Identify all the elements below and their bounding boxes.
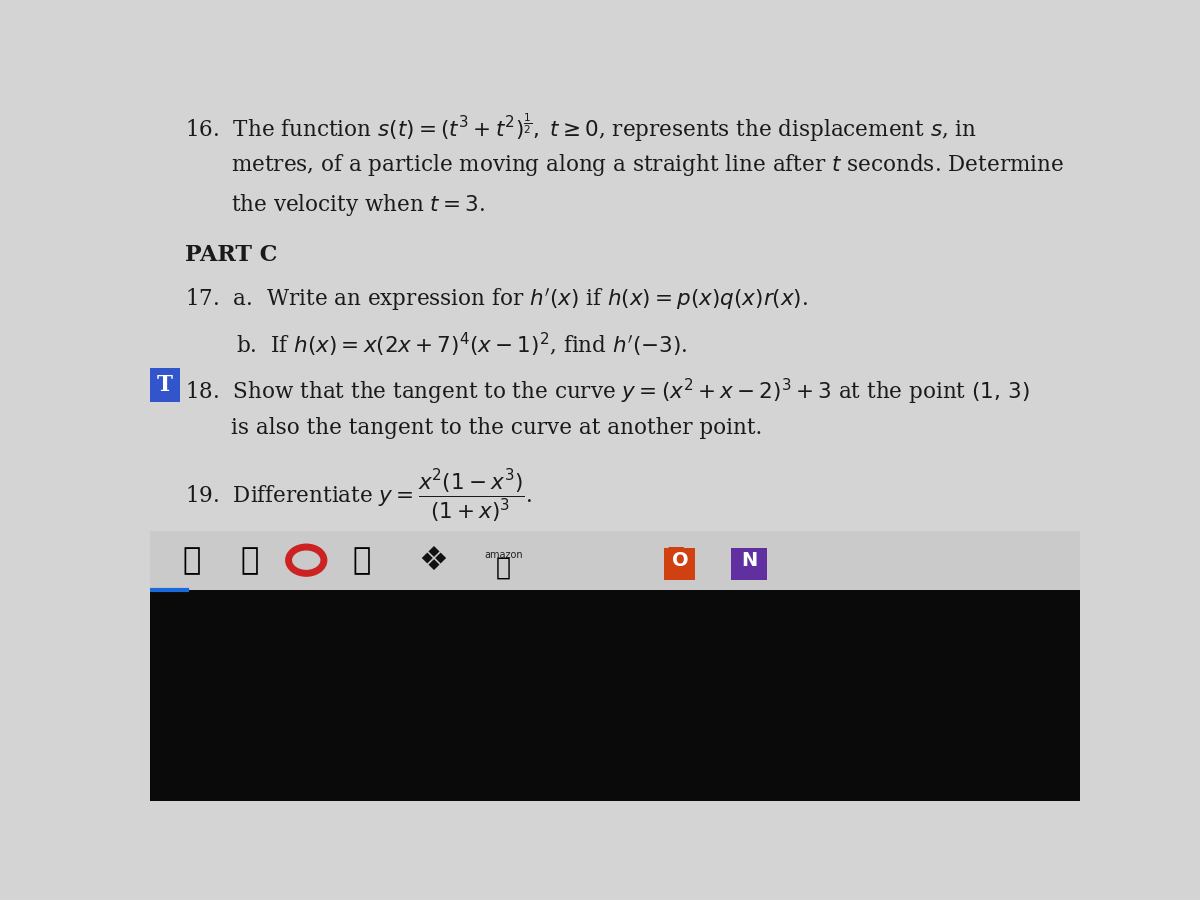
Bar [150, 368, 180, 401]
FancyBboxPatch shape [665, 548, 695, 580]
FancyBboxPatch shape [731, 548, 767, 580]
Text: T: T [157, 374, 173, 396]
Bar [150, 590, 1080, 801]
Text: O: O [672, 551, 689, 570]
Text: metres, of a particle moving along a straight line after $t$ seconds. Determine: metres, of a particle moving along a str… [230, 152, 1064, 177]
Text: 🛒: 🛒 [496, 555, 511, 579]
Bar [150, 108, 1080, 531]
Text: N: N [740, 551, 757, 570]
Text: 18.  Show that the tangent to the curve $y = (x^2 + x - 2)^3 + 3$ at the point $: 18. Show that the tangent to the curve $… [185, 377, 1031, 407]
Text: 17.  a.  Write an expression for $h'(x)$ if $h(x) = p(x)q(x)r(x)$.: 17. a. Write an expression for $h'(x)$ i… [185, 286, 809, 313]
Text: the velocity when $t = 3$.: the velocity when $t = 3$. [230, 192, 485, 218]
Text: 🛍: 🛍 [240, 545, 259, 575]
Text: PART C: PART C [185, 244, 277, 266]
Bar [150, 531, 1080, 590]
Text: 🏠: 🏠 [182, 545, 200, 575]
Text: 19.  Differentiate $y = \dfrac{x^2(1 - x^3)}{(1 + x)^3}$.: 19. Differentiate $y = \dfrac{x^2(1 - x^… [185, 467, 533, 525]
Text: ❖: ❖ [419, 544, 449, 577]
Text: 🅾: 🅾 [666, 545, 684, 575]
Text: amazon: amazon [484, 550, 523, 560]
Text: 📧: 📧 [353, 545, 371, 575]
Text: is also the tangent to the curve at another point.: is also the tangent to the curve at anot… [230, 417, 762, 439]
Text: b.  If $h(x) = x(2x + 7)^4(x - 1)^2$, find $h'(-3)$.: b. If $h(x) = x(2x + 7)^4(x - 1)^2$, fin… [236, 330, 688, 359]
Text: 16.  The function $s(t) = (t^3 + t^2)^{\frac{1}{2}},\; t \geq 0$, represents the: 16. The function $s(t) = (t^3 + t^2)^{\f… [185, 112, 978, 144]
